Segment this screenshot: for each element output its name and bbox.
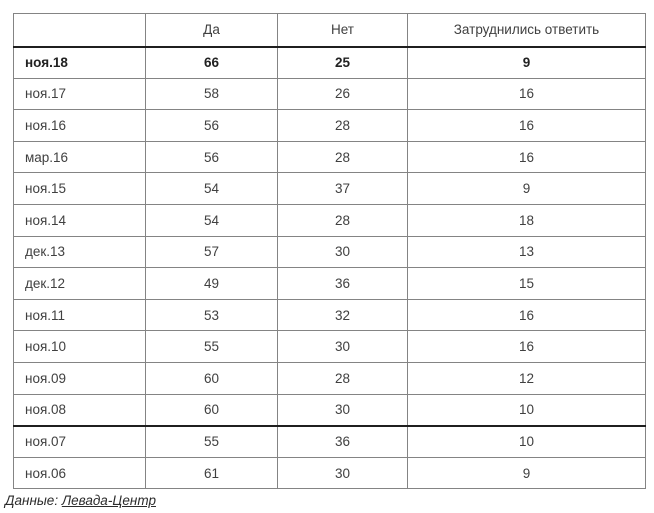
value-cell: 30 bbox=[277, 330, 408, 363]
table-header: Да Нет Затруднились ответить bbox=[13, 13, 646, 48]
table-row: ноя.07 55 36 10 bbox=[13, 424, 646, 458]
value-cell: 30 bbox=[277, 393, 408, 427]
value-cell: 36 bbox=[277, 424, 408, 458]
value-cell: 13 bbox=[407, 235, 646, 269]
value-cell: 10 bbox=[407, 424, 646, 458]
value-cell: 30 bbox=[277, 235, 408, 269]
value-cell: 54 bbox=[145, 203, 278, 237]
value-cell: 54 bbox=[145, 172, 278, 205]
value-cell: 56 bbox=[145, 109, 278, 142]
value-cell: 25 bbox=[277, 45, 408, 79]
source-note-prefix: Данные: bbox=[5, 493, 62, 508]
row-label: дек.12 bbox=[13, 267, 146, 300]
value-cell: 57 bbox=[145, 235, 278, 269]
value-cell: 60 bbox=[145, 393, 278, 427]
value-cell: 60 bbox=[145, 361, 278, 395]
source-note: Данные: Левада-Центр bbox=[5, 493, 156, 508]
table-row: ноя.17 58 26 16 bbox=[13, 77, 646, 111]
row-label: ноя.10 bbox=[13, 330, 146, 363]
row-label: ноя.06 bbox=[13, 456, 146, 490]
value-cell: 16 bbox=[407, 298, 646, 332]
table-row: ноя.09 60 28 12 bbox=[13, 361, 646, 395]
table-row: ноя.18 66 25 9 bbox=[13, 45, 646, 79]
table-body: ноя.18 66 25 9 ноя.17 58 26 16 ноя.16 56 28 16 мар.1… bbox=[13, 45, 646, 490]
value-cell: 28 bbox=[277, 109, 408, 142]
table-row: дек.13 57 30 13 bbox=[13, 235, 646, 269]
value-cell: 12 bbox=[407, 361, 646, 395]
table-row: дек.12 49 36 15 bbox=[13, 267, 646, 300]
value-cell: 30 bbox=[277, 456, 408, 490]
table-row: ноя.16 56 28 16 bbox=[13, 109, 646, 142]
value-cell: 28 bbox=[277, 203, 408, 237]
value-cell: 9 bbox=[407, 172, 646, 205]
value-cell: 58 bbox=[145, 77, 278, 111]
value-cell: 16 bbox=[407, 140, 646, 174]
table-row: мар.16 56 28 16 bbox=[13, 140, 646, 174]
header-cell-yes: Да bbox=[145, 13, 278, 48]
value-cell: 16 bbox=[407, 77, 646, 111]
value-cell: 53 bbox=[145, 298, 278, 332]
table-row: ноя.11 53 32 16 bbox=[13, 298, 646, 332]
header-cell-undecided: Затруднились ответить bbox=[407, 13, 646, 48]
header-cell-no: Нет bbox=[277, 13, 408, 48]
value-cell: 26 bbox=[277, 77, 408, 111]
row-label: ноя.17 bbox=[13, 77, 146, 111]
value-cell: 16 bbox=[407, 330, 646, 363]
row-label: мар.16 bbox=[13, 140, 146, 174]
header-row: Да Нет Затруднились ответить bbox=[13, 13, 646, 48]
value-cell: 56 bbox=[145, 140, 278, 174]
row-label: ноя.07 bbox=[13, 424, 146, 458]
value-cell: 28 bbox=[277, 140, 408, 174]
row-label: ноя.18 bbox=[13, 45, 146, 79]
table-row: ноя.06 61 30 9 bbox=[13, 456, 646, 490]
header-cell-empty bbox=[13, 13, 146, 48]
source-link[interactable]: Левада-Центр bbox=[61, 493, 156, 508]
value-cell: 10 bbox=[407, 393, 646, 427]
value-cell: 66 bbox=[145, 45, 278, 79]
value-cell: 49 bbox=[145, 267, 278, 300]
row-label: дек.13 bbox=[13, 235, 146, 269]
value-cell: 9 bbox=[407, 456, 646, 490]
table-row: ноя.10 55 30 16 bbox=[13, 330, 646, 363]
value-cell: 36 bbox=[277, 267, 408, 300]
row-label: ноя.09 bbox=[13, 361, 146, 395]
value-cell: 55 bbox=[145, 424, 278, 458]
value-cell: 16 bbox=[407, 109, 646, 142]
value-cell: 15 bbox=[407, 267, 646, 300]
value-cell: 61 bbox=[145, 456, 278, 490]
table-row: ноя.14 54 28 18 bbox=[13, 203, 646, 237]
table-row: ноя.08 60 30 10 bbox=[13, 393, 646, 427]
row-label: ноя.11 bbox=[13, 298, 146, 332]
value-cell: 32 bbox=[277, 298, 408, 332]
row-label: ноя.14 bbox=[13, 203, 146, 237]
row-label: ноя.08 bbox=[13, 393, 146, 427]
row-label: ноя.15 bbox=[13, 172, 146, 205]
poll-table: Да Нет Затруднились ответить ноя.18 66 25 9… bbox=[13, 13, 646, 490]
row-label: ноя.16 bbox=[13, 109, 146, 142]
value-cell: 37 bbox=[277, 172, 408, 205]
value-cell: 55 bbox=[145, 330, 278, 363]
value-cell: 18 bbox=[407, 203, 646, 237]
table-row: ноя.15 54 37 9 bbox=[13, 172, 646, 205]
value-cell: 28 bbox=[277, 361, 408, 395]
value-cell: 9 bbox=[407, 45, 646, 79]
